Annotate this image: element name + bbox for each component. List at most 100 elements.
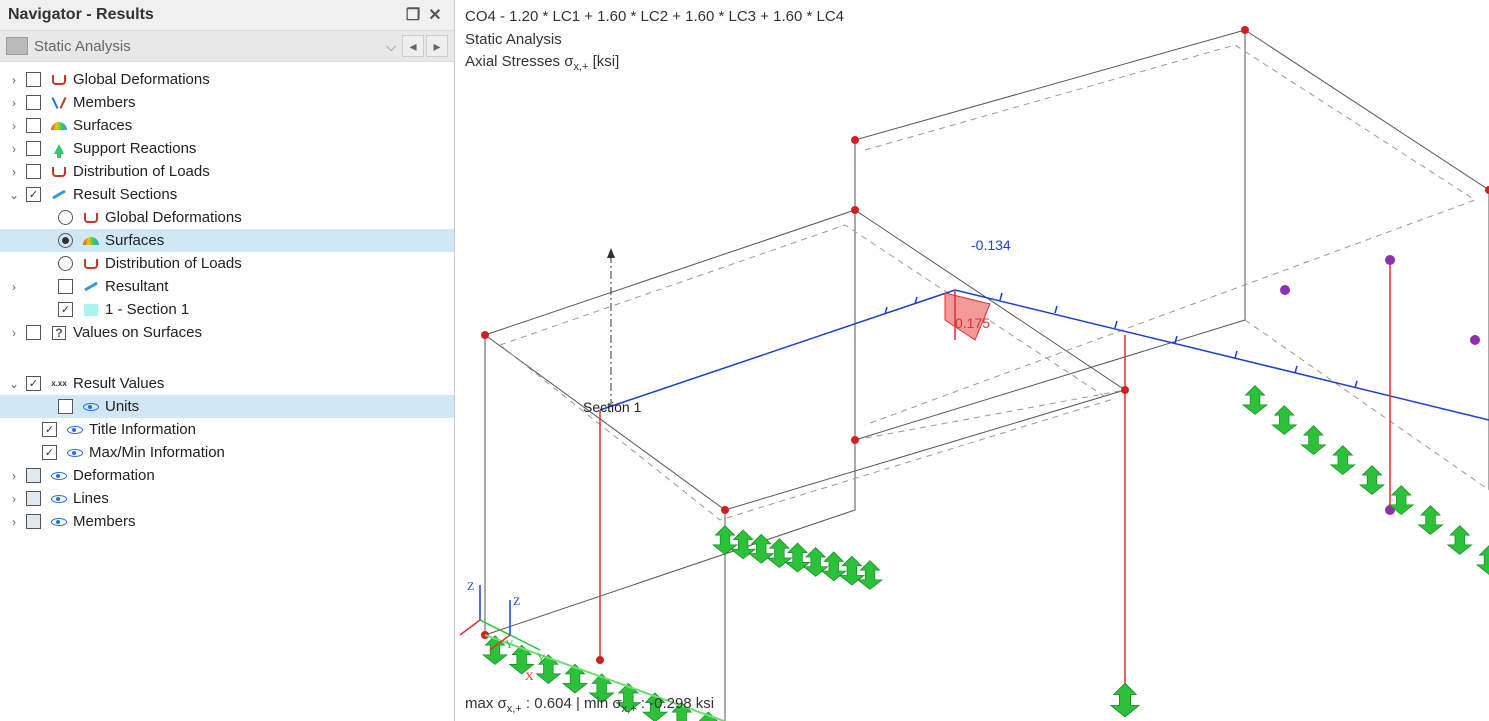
rainbow-icon <box>81 233 101 249</box>
svg-text:X: X <box>525 669 534 683</box>
tree-item-label: Result Values <box>73 375 164 392</box>
svg-text:Z: Z <box>513 594 520 608</box>
expander-icon[interactable]: › <box>6 492 22 506</box>
svg-text:Z: Z <box>467 579 474 593</box>
tree-item[interactable]: ›Global Deformations <box>0 68 454 91</box>
checkbox[interactable] <box>26 141 41 156</box>
tree-item-label: Support Reactions <box>73 140 196 157</box>
navigator-panel: Navigator - Results ❐ ✕ Static Analysis … <box>0 0 455 721</box>
expander-icon[interactable]: › <box>6 96 22 110</box>
tree-item[interactable]: Surfaces <box>0 229 454 252</box>
checkbox[interactable] <box>26 468 41 483</box>
analysis-icon <box>6 37 28 55</box>
section-label: Section 1 <box>583 399 642 415</box>
tree-item-label: Members <box>73 94 136 111</box>
checkbox[interactable] <box>42 422 57 437</box>
expander-icon[interactable]: › <box>6 515 22 529</box>
dock-icon[interactable]: ❐ <box>402 4 424 26</box>
prev-button[interactable]: ◂ <box>402 35 424 57</box>
checkbox[interactable] <box>26 72 41 87</box>
expander-icon[interactable]: ⌄ <box>6 188 22 202</box>
tree-item-label: Units <box>105 398 139 415</box>
tree-item-label: Deformation <box>73 467 155 484</box>
expander-icon[interactable]: › <box>6 326 22 340</box>
tree-item[interactable]: Max/Min Information <box>0 441 454 464</box>
pencil-icon <box>81 279 101 295</box>
value-neg: -0.134 <box>971 237 1011 253</box>
navigator-header: Navigator - Results ❐ ✕ <box>0 0 454 31</box>
tree-item[interactable]: ›?Values on Surfaces <box>0 321 454 344</box>
rainbow-icon <box>49 118 69 134</box>
tree-item-label: Resultant <box>105 278 168 295</box>
eye-icon <box>49 468 69 484</box>
checkbox[interactable] <box>58 399 73 414</box>
tree-item[interactable]: Global Deformations <box>0 206 454 229</box>
expander-icon[interactable]: › <box>6 73 22 87</box>
tree-item[interactable]: Units <box>0 395 454 418</box>
tree-item[interactable]: › Members <box>0 91 454 114</box>
bracket-icon <box>81 256 101 272</box>
tree-item[interactable]: ›Distribution of Loads <box>0 160 454 183</box>
expander-icon[interactable]: › <box>6 280 22 294</box>
eye-icon <box>81 399 101 415</box>
value-pos: 0.175 <box>955 315 990 331</box>
close-icon[interactable]: ✕ <box>424 4 446 26</box>
bracket-icon <box>81 210 101 226</box>
checkbox[interactable] <box>26 325 41 340</box>
tree-item-label: Surfaces <box>105 232 164 249</box>
tree-item-label: Lines <box>73 490 109 507</box>
bracket-icon <box>49 72 69 88</box>
expander-icon[interactable]: › <box>6 119 22 133</box>
tree-item-label: Distribution of Loads <box>105 255 242 272</box>
checkbox[interactable] <box>26 376 41 391</box>
results-tree: ›Global Deformations›Members›Surfaces›Su… <box>0 62 454 721</box>
svg-text:Y: Y <box>505 637 514 651</box>
checkbox[interactable] <box>26 514 41 529</box>
checkbox[interactable] <box>26 187 41 202</box>
tree-item[interactable]: › Support Reactions <box>0 137 454 160</box>
pencil-icon <box>49 187 69 203</box>
checkbox[interactable] <box>26 118 41 133</box>
model-viewport[interactable]: CO4 - 1.20 * LC1 + 1.60 * LC2 + 1.60 * L… <box>455 0 1489 721</box>
checkbox[interactable] <box>26 95 41 110</box>
checkbox[interactable] <box>42 445 57 460</box>
radio-button[interactable] <box>58 210 73 225</box>
tree-item-label: Result Sections <box>73 186 177 203</box>
tree-item-label: 1 - Section 1 <box>105 301 189 318</box>
tree-item[interactable]: › Deformation <box>0 464 454 487</box>
checkbox[interactable] <box>58 302 73 317</box>
radio-button[interactable] <box>58 256 73 271</box>
tree-item[interactable]: ⌄ Result Sections <box>0 183 454 206</box>
tree-item-label: Title Information <box>89 421 196 438</box>
xxx-icon: x.xx <box>49 376 69 392</box>
checkbox[interactable] <box>58 279 73 294</box>
chevron-down-icon[interactable]: ⌵ <box>382 38 400 55</box>
checkbox[interactable] <box>26 491 41 506</box>
tree-item[interactable]: › Lines <box>0 487 454 510</box>
eye-icon <box>65 445 85 461</box>
vee-icon <box>49 95 69 111</box>
tree-item[interactable]: Distribution of Loads <box>0 252 454 275</box>
analysis-dropdown[interactable]: Static Analysis ⌵ ◂ ▸ <box>0 31 454 62</box>
expander-icon[interactable]: › <box>6 142 22 156</box>
tree-item-label: Max/Min Information <box>89 444 225 461</box>
tree-item[interactable]: 1 - Section 1 <box>0 298 454 321</box>
svg-text:Y: Y <box>537 651 546 665</box>
tree-item-label: Global Deformations <box>105 209 242 226</box>
tree-item[interactable]: › Members <box>0 510 454 533</box>
q-icon: ? <box>49 325 69 341</box>
tree-item[interactable]: ⌄ x.xxResult Values <box>0 372 454 395</box>
radio-button[interactable] <box>58 233 73 248</box>
checkbox[interactable] <box>26 164 41 179</box>
expander-icon[interactable]: ⌄ <box>6 377 22 391</box>
tree-item-label: Members <box>73 513 136 530</box>
tree-item-label: Values on Surfaces <box>73 324 202 341</box>
expander-icon[interactable]: › <box>6 165 22 179</box>
arrowup-icon <box>49 141 69 157</box>
expander-icon[interactable]: › <box>6 469 22 483</box>
tree-item[interactable]: › Resultant <box>0 275 454 298</box>
viewport-footer: max σx,+ : 0.604 | min σx,+ : -0.298 ksi <box>465 695 714 715</box>
tree-item[interactable]: ›Surfaces <box>0 114 454 137</box>
next-button[interactable]: ▸ <box>426 35 448 57</box>
tree-item[interactable]: Title Information <box>0 418 454 441</box>
